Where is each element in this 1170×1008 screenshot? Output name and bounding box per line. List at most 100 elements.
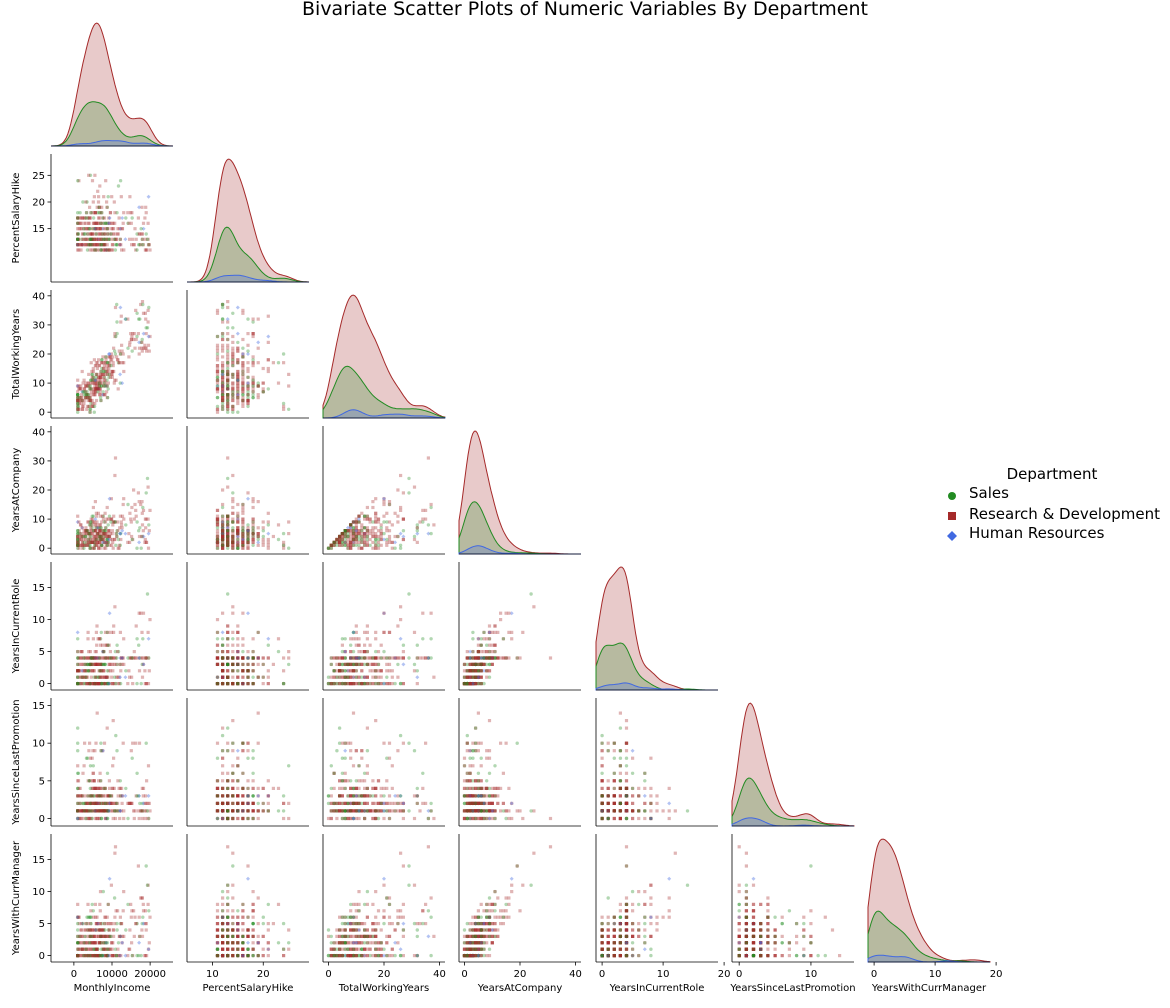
point	[415, 669, 419, 673]
point	[241, 529, 245, 533]
point	[424, 508, 428, 512]
point	[85, 682, 89, 686]
point	[111, 523, 115, 527]
point	[226, 369, 230, 374]
point	[351, 534, 356, 539]
point	[93, 682, 97, 686]
point	[241, 393, 245, 397]
point	[77, 656, 81, 660]
point	[266, 809, 270, 813]
point	[346, 682, 350, 686]
point	[76, 675, 80, 679]
point	[226, 404, 230, 408]
point	[97, 546, 101, 550]
point	[98, 662, 102, 666]
point	[141, 243, 145, 247]
point	[82, 227, 86, 231]
point	[221, 537, 225, 542]
point	[88, 681, 92, 686]
point	[365, 637, 369, 641]
point	[89, 387, 93, 391]
point	[88, 534, 92, 539]
point	[130, 505, 134, 510]
point	[340, 656, 344, 660]
point	[111, 355, 115, 359]
point	[91, 243, 95, 247]
point	[107, 656, 112, 660]
point	[76, 681, 80, 686]
point	[109, 352, 113, 356]
point	[221, 534, 225, 539]
point	[115, 801, 119, 806]
point	[343, 786, 347, 791]
point	[468, 669, 472, 673]
point	[332, 543, 336, 547]
point	[374, 543, 378, 547]
point	[241, 396, 245, 400]
point	[92, 390, 96, 394]
point	[123, 531, 128, 536]
point	[86, 520, 90, 524]
point	[236, 801, 240, 805]
point	[401, 656, 405, 660]
point	[346, 537, 350, 542]
point	[424, 656, 428, 660]
point	[340, 643, 344, 647]
point	[346, 534, 350, 539]
point	[415, 675, 420, 680]
point	[338, 540, 342, 544]
point	[103, 393, 107, 397]
point	[251, 637, 255, 641]
point	[84, 243, 88, 247]
point	[100, 537, 104, 542]
point	[100, 520, 104, 524]
point	[251, 656, 255, 660]
point	[83, 662, 87, 667]
point	[221, 393, 225, 397]
point	[89, 675, 93, 679]
point	[368, 520, 372, 524]
point	[371, 779, 375, 783]
point	[75, 520, 80, 524]
point	[360, 749, 364, 753]
point	[221, 355, 225, 359]
panel-TotalWorkingYears-vs-TotalWorkingYears	[322, 294, 446, 419]
point	[78, 523, 83, 527]
point	[82, 662, 86, 666]
point	[426, 816, 431, 821]
point	[215, 369, 220, 374]
point	[329, 546, 333, 550]
point	[215, 656, 220, 660]
point	[136, 491, 140, 495]
point	[241, 537, 245, 542]
point	[231, 334, 235, 339]
point	[85, 809, 89, 813]
point	[326, 801, 331, 806]
point	[221, 534, 225, 539]
point	[226, 520, 230, 524]
point	[96, 221, 100, 225]
point	[241, 546, 245, 550]
point	[102, 669, 106, 673]
point	[276, 649, 281, 654]
point	[76, 540, 80, 544]
point	[89, 534, 93, 539]
point	[106, 387, 110, 391]
point	[99, 221, 103, 225]
point	[94, 526, 98, 530]
point	[351, 543, 356, 547]
point	[98, 375, 102, 379]
point	[94, 227, 98, 231]
point	[85, 200, 89, 204]
point	[138, 317, 142, 321]
point	[135, 637, 139, 641]
point	[80, 393, 84, 397]
point	[385, 786, 389, 790]
point	[105, 801, 109, 805]
point	[241, 816, 245, 821]
point	[105, 378, 109, 382]
point	[107, 352, 112, 356]
point	[145, 779, 149, 783]
point	[111, 369, 115, 374]
point	[95, 386, 100, 391]
